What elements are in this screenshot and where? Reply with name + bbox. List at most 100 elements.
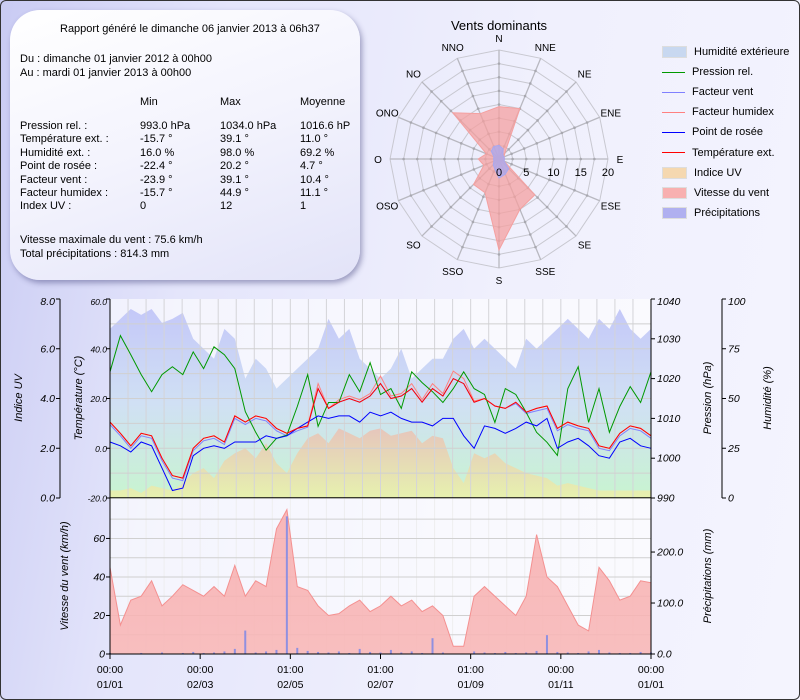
wind-rose-tick <box>409 194 413 197</box>
stat-max: 39.1 ° <box>220 133 249 146</box>
wind-rose-direction-label: SSE <box>535 267 555 278</box>
wind-rose-tick <box>459 173 463 176</box>
wind-rose-tick <box>534 245 537 249</box>
wind-rose-tick <box>468 186 472 190</box>
wind-rose-tick <box>422 188 425 192</box>
wind-rose-series <box>451 106 536 252</box>
wind-rose-tick <box>585 194 589 197</box>
wind-rose-tick <box>516 138 520 142</box>
legend-swatch <box>662 206 687 219</box>
precipitation-bar <box>431 638 434 654</box>
pressure-axis-tick-label: 1040 <box>657 296 681 308</box>
wind-rose-title: Vents dominants <box>451 18 548 33</box>
legend-label: Facteur vent <box>692 86 754 99</box>
stat-avg: 1016.6 hPa <box>300 120 350 132</box>
wind-rose-tick <box>459 142 463 145</box>
wind-speed-area <box>110 509 651 654</box>
wind-rose-tick <box>565 225 568 228</box>
column-min: Min <box>140 96 158 108</box>
wind-rose-direction-label: S <box>496 276 503 287</box>
stat-min: -22.4 ° <box>140 160 173 173</box>
wind-rose-tick <box>466 82 470 85</box>
precipitation-axis-tick-label: 100.0 <box>657 598 683 610</box>
legend-item: Indice UV <box>662 163 797 183</box>
legend-swatch <box>662 111 685 113</box>
wind-rose-tick <box>497 62 501 65</box>
precipitation-bar <box>317 651 320 654</box>
x-axis-time-label: 00:00 <box>97 664 123 676</box>
wind-rose-tick <box>548 178 551 182</box>
precipitation-bar <box>265 651 268 654</box>
wind-rose-tick <box>573 126 576 130</box>
uv-axis-tick-label: 4.0 <box>40 393 55 405</box>
wind-axis-tick-label: 60 <box>93 533 105 545</box>
stat-max: 12 <box>220 200 233 213</box>
precipitation-bar <box>379 652 382 654</box>
main-chart: 0.0 2.0 4.0 6.0 8.0 -20.0 0.0 20.0 40.0 60.0 990 10… <box>39 296 746 654</box>
temperature-axis-tick-label: 40.0 <box>90 344 107 354</box>
humidity-axis-tick-label: 0 <box>728 493 734 505</box>
wind-rose-tick <box>526 128 530 132</box>
wind-rose-tick <box>497 103 501 106</box>
stat-min: -23.9 ° <box>140 173 173 186</box>
uv-axis-tick-label: 2.0 <box>39 443 55 455</box>
temperature-axis-tick-label: 0.0 <box>95 444 107 454</box>
precipitation-bar <box>493 652 496 654</box>
legend-label: Pression rel. <box>692 66 754 79</box>
x-axis-time-label: 01:00 <box>458 664 484 676</box>
wind-rain-chart: 0 20 40 60 0.0 100.0 200.0 <box>92 498 683 661</box>
precipitation-bar <box>556 651 559 654</box>
uv-axis-tick-label: 6.0 <box>40 343 55 355</box>
precipitation-bar <box>410 651 413 654</box>
wind-rose-tick <box>415 157 419 161</box>
precipitation-bar <box>587 651 590 654</box>
wind-rose-tick <box>585 121 589 124</box>
wind-rose-tick <box>471 94 475 98</box>
stat-min: 0 <box>140 200 147 213</box>
pressure-axis-tick-label: 1020 <box>657 373 681 385</box>
wind-rose-tick <box>522 168 526 171</box>
pressure-axis-tick-label: 1000 <box>657 453 681 465</box>
wind-rose-tick <box>434 131 438 135</box>
wind-rose-direction-label: E <box>617 155 624 166</box>
stat-min: 993.0 hPa <box>140 120 191 132</box>
precipitation-bar <box>566 652 569 654</box>
stat-avg: 1 <box>300 200 307 213</box>
wind-rose-radius-label: 10 <box>547 167 559 179</box>
precipitation-bar <box>421 652 424 654</box>
x-axis-date-label: 02/07 <box>367 679 393 691</box>
wind-rose-tick <box>545 205 549 209</box>
humidity-axis-title: Humidité (%) <box>762 366 774 430</box>
precipitation-bar <box>233 648 236 654</box>
precipitation-bar <box>285 516 288 654</box>
legend-swatch <box>662 186 687 199</box>
legend-item: Température ext. <box>662 142 797 162</box>
wind-rose-tick <box>439 99 443 103</box>
legend-swatch <box>662 152 685 154</box>
wind-rose-direction-label: ENE <box>601 109 622 120</box>
precipitation-bar <box>535 650 538 654</box>
wind-rose-tick <box>472 147 476 150</box>
legend-label: Humidité extérieure <box>694 46 790 59</box>
wind-rose-tick <box>511 157 514 161</box>
wind-rose-tick <box>579 157 583 161</box>
wind-rose-series <box>490 144 510 179</box>
wind-rose-direction-label: NNO <box>442 43 464 54</box>
x-axis-date-label: 01/01 <box>97 679 123 691</box>
legend-item: Facteur vent <box>662 82 797 102</box>
wind-rose-tick <box>430 90 433 93</box>
precipitation-bar <box>514 652 517 654</box>
stat-avg: 69.2 % <box>300 146 335 159</box>
report-from: Du : dimanche 01 janvier 2012 à 00h00 <box>20 53 213 65</box>
wind-rose-tick <box>593 157 596 161</box>
wind-rose-direction-label: NE <box>578 69 592 80</box>
legend-item: Précipitations <box>662 203 797 223</box>
stat-avg: 4.7 ° <box>300 160 323 173</box>
wind-rose-tick <box>522 147 526 150</box>
precipitation-bar <box>608 652 611 654</box>
temperature-axis-tick-label: 20.0 <box>89 394 107 404</box>
wind-rose-tick <box>535 142 539 145</box>
x-axis-date-label: 02/05 <box>277 679 303 691</box>
dew-point-line <box>109 411 652 492</box>
wind-rose-tick <box>548 136 551 140</box>
